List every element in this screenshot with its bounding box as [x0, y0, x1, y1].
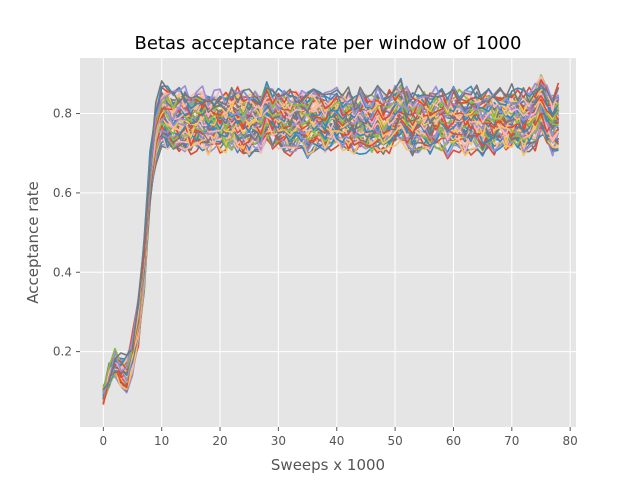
x-tick-label: 70 [504, 434, 519, 448]
y-axis-label: Acceptance rate [24, 181, 42, 304]
x-tick-label: 50 [387, 434, 402, 448]
series-line [102, 77, 559, 395]
series-line [102, 79, 560, 391]
x-tick-label: 60 [446, 434, 461, 448]
y-tick-label: 0.6 [53, 186, 72, 200]
x-axis-ticks: 0 10 20 30 40 50 60 70 80 [100, 427, 578, 448]
y-tick-label: 0.4 [53, 265, 72, 279]
x-tick-label: 20 [212, 434, 227, 448]
x-tick-label: 10 [154, 434, 169, 448]
x-tick-label: 80 [563, 434, 578, 448]
x-tick-label: 40 [329, 434, 344, 448]
y-axis-ticks: 0.2 0.4 0.6 0.8 [53, 107, 80, 359]
series-line [102, 74, 559, 392]
x-tick-label: 0 [100, 434, 108, 448]
x-axis-label: Sweeps x 1000 [271, 456, 385, 474]
series-line [102, 127, 560, 393]
series-lines [102, 74, 560, 406]
y-tick-label: 0.2 [53, 345, 72, 359]
y-tick-label: 0.8 [53, 107, 72, 121]
x-tick-label: 30 [271, 434, 286, 448]
chart-title: Betas acceptance rate per window of 1000 [135, 33, 522, 54]
